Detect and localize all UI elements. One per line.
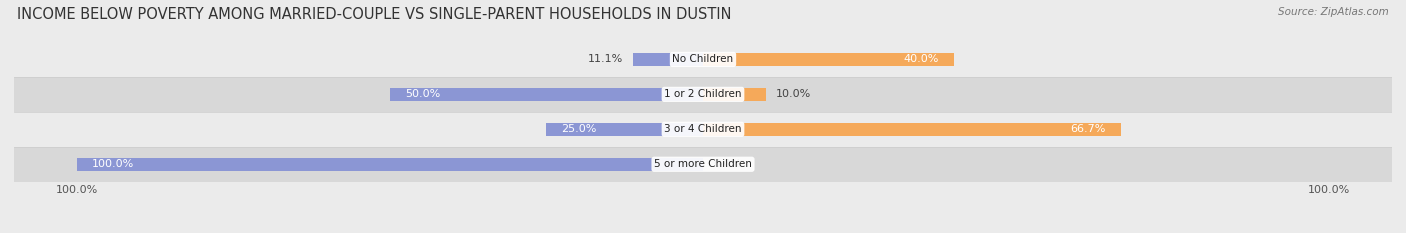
Text: 0.0%: 0.0% (713, 159, 741, 169)
Text: 40.0%: 40.0% (903, 55, 938, 64)
Bar (77, 158, 703, 171)
Bar (14, 147, 1392, 182)
Text: 25.0%: 25.0% (561, 124, 596, 134)
Bar (703, 53, 953, 66)
Text: 10.0%: 10.0% (776, 89, 811, 99)
Text: 5 or more Children: 5 or more Children (654, 159, 752, 169)
Text: INCOME BELOW POVERTY AMONG MARRIED-COUPLE VS SINGLE-PARENT HOUSEHOLDS IN DUSTIN: INCOME BELOW POVERTY AMONG MARRIED-COUPL… (17, 7, 731, 22)
Bar (14, 112, 1392, 147)
Bar (547, 123, 703, 136)
Text: 3 or 4 Children: 3 or 4 Children (664, 124, 742, 134)
Bar (703, 88, 766, 101)
Text: Source: ZipAtlas.com: Source: ZipAtlas.com (1278, 7, 1389, 17)
Text: 1 or 2 Children: 1 or 2 Children (664, 89, 742, 99)
Text: 66.7%: 66.7% (1070, 124, 1105, 134)
Text: 50.0%: 50.0% (405, 89, 440, 99)
Text: 11.1%: 11.1% (588, 55, 623, 64)
Bar (14, 77, 1392, 112)
Text: No Children: No Children (672, 55, 734, 64)
Bar (389, 88, 703, 101)
Text: 100.0%: 100.0% (91, 159, 134, 169)
Bar (634, 53, 703, 66)
Bar (14, 42, 1392, 77)
Bar (703, 123, 1121, 136)
